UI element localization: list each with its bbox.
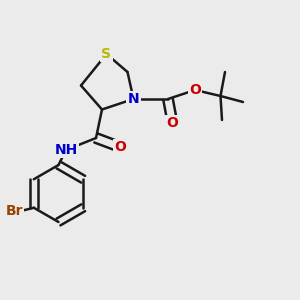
Text: NH: NH bbox=[54, 143, 78, 157]
Text: O: O bbox=[189, 83, 201, 97]
Text: S: S bbox=[101, 47, 112, 61]
Text: O: O bbox=[167, 116, 178, 130]
Text: N: N bbox=[128, 92, 139, 106]
Text: Br: Br bbox=[6, 204, 23, 218]
Text: O: O bbox=[114, 140, 126, 154]
